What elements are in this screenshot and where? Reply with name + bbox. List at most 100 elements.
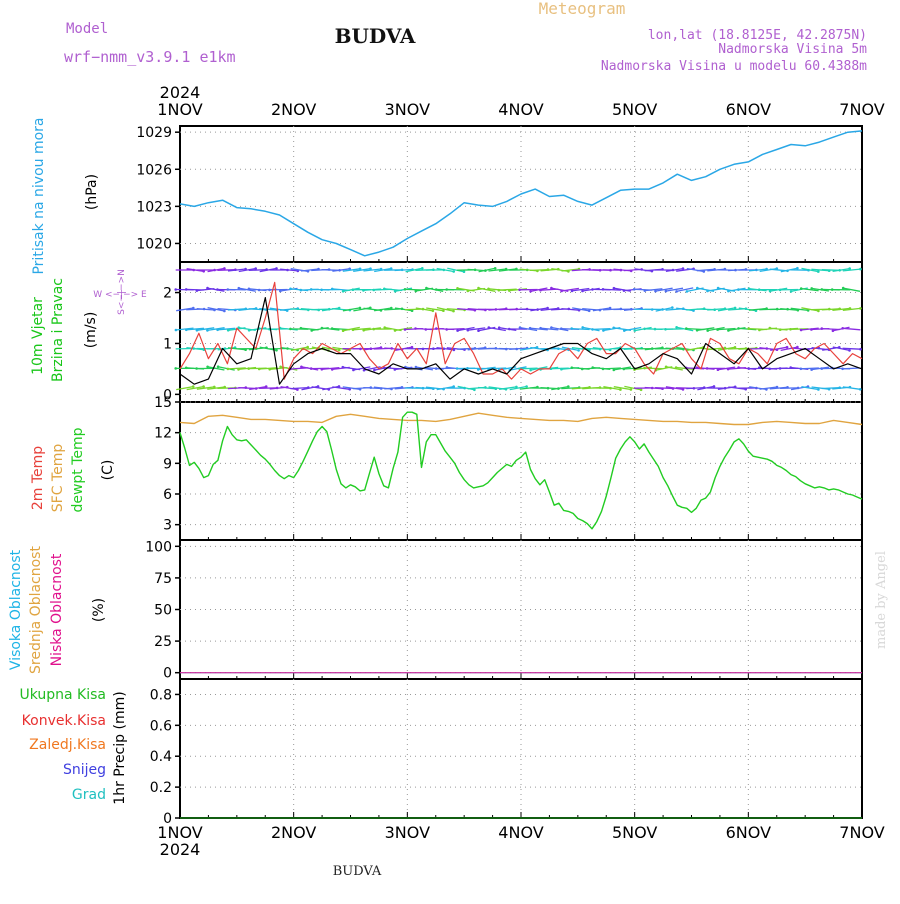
wind-arrow-head <box>748 327 751 330</box>
ytick-label-cloud-2: 50 <box>154 603 172 619</box>
wind-arrow-head <box>247 367 250 370</box>
wind-arrow-head <box>727 329 730 332</box>
wind-arrow-head <box>498 326 501 329</box>
wind-arrow-head <box>372 328 375 331</box>
wind-unit: (m/s) <box>83 312 99 349</box>
wind-arrow-head <box>289 328 292 331</box>
wind-arrow-head <box>300 366 303 369</box>
ytick-label-wind-1: 1 <box>163 336 172 352</box>
wind-arrow-head <box>373 369 376 372</box>
wind-arrow-head <box>737 366 740 369</box>
wind-arrow-head <box>529 290 532 293</box>
wind-arrow-head <box>671 306 674 309</box>
wind-arrow-head <box>300 289 303 292</box>
pressure-line <box>180 131 862 256</box>
wind-arrow-head <box>415 290 418 293</box>
wind-arrow-head <box>539 289 542 292</box>
wind-arrow-head <box>550 326 553 329</box>
wind-arrow-head <box>859 307 862 310</box>
wind-arrow-head <box>463 270 466 273</box>
low-cloud-label: Niska Oblacnost <box>49 553 65 666</box>
wind-arrow-head <box>452 270 455 273</box>
wind-arrow-head <box>477 368 480 371</box>
wind-arrow-head <box>619 388 622 391</box>
wind-arrow-head <box>268 368 271 371</box>
wind-arrow-head <box>675 326 678 329</box>
wind-arrow-head <box>560 327 563 330</box>
wind-arrow-head <box>685 327 688 330</box>
wind-arrow-head <box>529 369 532 372</box>
wind-arrow-head <box>175 329 178 332</box>
wind-arrow-head <box>223 310 226 313</box>
wind-arrow-head <box>859 268 862 271</box>
wind-arrow-head <box>644 289 647 292</box>
wind-arrow-head <box>737 288 740 291</box>
wind-arrow-head <box>577 349 580 352</box>
wind-arrow-head <box>174 288 177 291</box>
wind-arrow-head <box>696 366 699 369</box>
wind-arrow-head <box>859 348 862 351</box>
wind-arrow-head <box>174 367 177 370</box>
mid-cloud-label: Srednja Oblacnost <box>28 546 44 674</box>
wind-arrow-head <box>591 328 594 331</box>
ytick-label-cloud-4: 100 <box>145 539 172 555</box>
xtick-top-label-3: 4NOV <box>498 100 543 119</box>
xtick-bottom-label-5: 6NOV <box>726 823 771 842</box>
wind-arrow-head <box>623 289 626 292</box>
ytick-label-temperature-4: 15 <box>154 395 172 411</box>
wind-arrow-head <box>581 290 584 293</box>
wind-arrow-head <box>237 368 240 371</box>
wind-arrow-head <box>394 290 397 293</box>
wind-arrow-head <box>394 368 397 371</box>
ytick-label-pressure-0: 1020 <box>136 236 172 252</box>
wind-arrow-head <box>362 329 365 332</box>
ytick-label-pressure-2: 1026 <box>136 162 172 178</box>
wind-arrow-head <box>602 368 605 371</box>
wind-arrow-head <box>435 367 438 370</box>
wind-arrow-head <box>779 367 782 370</box>
wind-arrow-head <box>508 289 511 292</box>
ytick-label-precipitation-1: 0.2 <box>150 780 172 796</box>
wind-arrow-head <box>727 368 730 371</box>
wind-arrow-head <box>383 326 386 329</box>
dewpt-temp-line <box>180 412 862 529</box>
ytick-label-wind-2: 2 <box>163 286 172 302</box>
wind-arrow-head <box>258 289 261 292</box>
wind-arrow-head <box>706 367 709 370</box>
wind-arrow-head <box>320 289 323 292</box>
wind-arrow-head <box>686 290 689 293</box>
wind-arrow-head <box>570 327 573 330</box>
wind-arrow-head <box>352 329 355 332</box>
wind-arrow-head <box>664 328 667 331</box>
sfc-temp-label: SFC Temp <box>50 444 66 513</box>
wind-arrow-head <box>227 329 230 332</box>
wind-arrow-head <box>202 385 205 388</box>
wind-arrow-head <box>848 349 851 352</box>
wind-arrow-head <box>800 287 803 290</box>
precip-label-0: Ukupna Kisa <box>19 687 106 703</box>
wind-arrow-head <box>602 288 605 291</box>
wind-arrow-head <box>359 307 362 310</box>
ytick-label-pressure-3: 1029 <box>136 125 172 141</box>
wind-arrow-head <box>415 366 418 369</box>
wind-arrow-head <box>414 327 417 330</box>
ytick-label-pressure-1: 1023 <box>136 199 172 215</box>
wind-arrow-head <box>643 367 646 370</box>
wind-arrow-head <box>717 287 720 290</box>
wind-arrow-head <box>602 329 605 332</box>
wind-arrow-head <box>665 366 668 369</box>
xtick-top-label-4: 5NOV <box>612 100 657 119</box>
wind-arrow-head <box>800 368 803 371</box>
wind-arrow-head <box>842 287 845 290</box>
wind-arrow-head <box>216 288 219 291</box>
wind-arrow-head <box>206 287 209 290</box>
wind-arrow-head <box>675 366 678 369</box>
wind-arrow-head <box>859 388 862 391</box>
wind-arrow-head <box>748 367 751 370</box>
wind-compass-sn: S<−|−>N <box>117 269 127 315</box>
temp2m-label: 2m Temp <box>30 446 46 510</box>
wind-arrow-head <box>310 367 313 370</box>
wind-arrow-head <box>289 288 292 291</box>
xtick-bottom-label-4: 5NOV <box>612 823 657 842</box>
